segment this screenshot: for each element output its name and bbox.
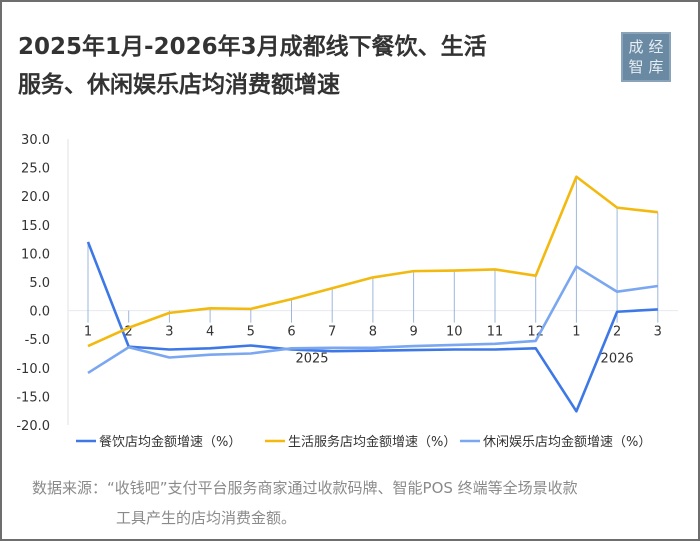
y-tick-label: -20.0 xyxy=(16,419,50,434)
x-tick-label: 2 xyxy=(125,325,133,340)
chart-title: 2025年1月-2026年3月成都线下餐饮、生活 服务、休闲娱乐店均消费额增速 xyxy=(18,28,578,104)
y-tick-label: 30.0 xyxy=(21,133,50,148)
x-tick-label: 3 xyxy=(654,325,662,340)
x-tick-label: 4 xyxy=(206,325,214,340)
x-tick-label: 7 xyxy=(328,325,336,340)
y-tick-label: 20.0 xyxy=(21,190,50,205)
x-tick-label: 9 xyxy=(409,325,417,340)
y-tick-label: 25.0 xyxy=(21,162,50,177)
logo-char: 经 xyxy=(648,38,664,56)
source-line-1: 数据来源：“收钱吧”支付平台服务商家通过收款码牌、智能POS 终端等全场景收款 xyxy=(32,479,578,497)
logo-char: 智 xyxy=(628,58,644,76)
legend-label: 餐饮店均金额增速（%） xyxy=(99,434,241,450)
y-tick-label: 15.0 xyxy=(21,219,50,234)
x-tick-label: 5 xyxy=(247,325,255,340)
legend-label: 休闲娱乐店均金额增速（%） xyxy=(483,434,651,450)
y-tick-label: -10.0 xyxy=(16,362,50,377)
logo-char: 库 xyxy=(648,58,664,76)
y-tick-label: -5.0 xyxy=(25,333,50,348)
title-line-1: 2025年1月-2026年3月成都线下餐饮、生活 xyxy=(18,34,487,60)
x-tick-label: 6 xyxy=(287,325,295,340)
series-line-0 xyxy=(86,241,658,413)
y-tick-label: 0.0 xyxy=(29,305,50,320)
title-line-2: 服务、休闲娱乐店均消费额增速 xyxy=(18,72,340,98)
y-tick-label: -15.0 xyxy=(16,390,50,405)
series-line-2 xyxy=(87,265,658,375)
x-tick-label: 1 xyxy=(84,325,92,340)
series-line-1 xyxy=(87,175,658,348)
x-tick-label: 1 xyxy=(572,325,580,340)
y-tick-label: 5.0 xyxy=(29,276,50,291)
x-tick-label: 10 xyxy=(446,325,463,340)
legend-label: 生活服务店均金额增速（%） xyxy=(288,434,456,450)
x-tick-label: 11 xyxy=(487,325,504,340)
y-tick-label: 10.0 xyxy=(21,247,50,262)
source-note: 数据来源：“收钱吧”支付平台服务商家通过收款码牌、智能POS 终端等全场景收款 … xyxy=(32,473,692,533)
x-tick-label: 8 xyxy=(369,325,377,340)
year-group-label: 2025 xyxy=(295,352,328,367)
logo: 成经智库 xyxy=(621,32,671,82)
x-tick-label: 2 xyxy=(613,325,621,340)
source-line-2: 工具产生的店均消费金额。 xyxy=(116,509,297,527)
x-tick-label: 3 xyxy=(165,325,173,340)
logo-char: 成 xyxy=(628,38,644,56)
year-group-label: 2026 xyxy=(601,352,634,367)
